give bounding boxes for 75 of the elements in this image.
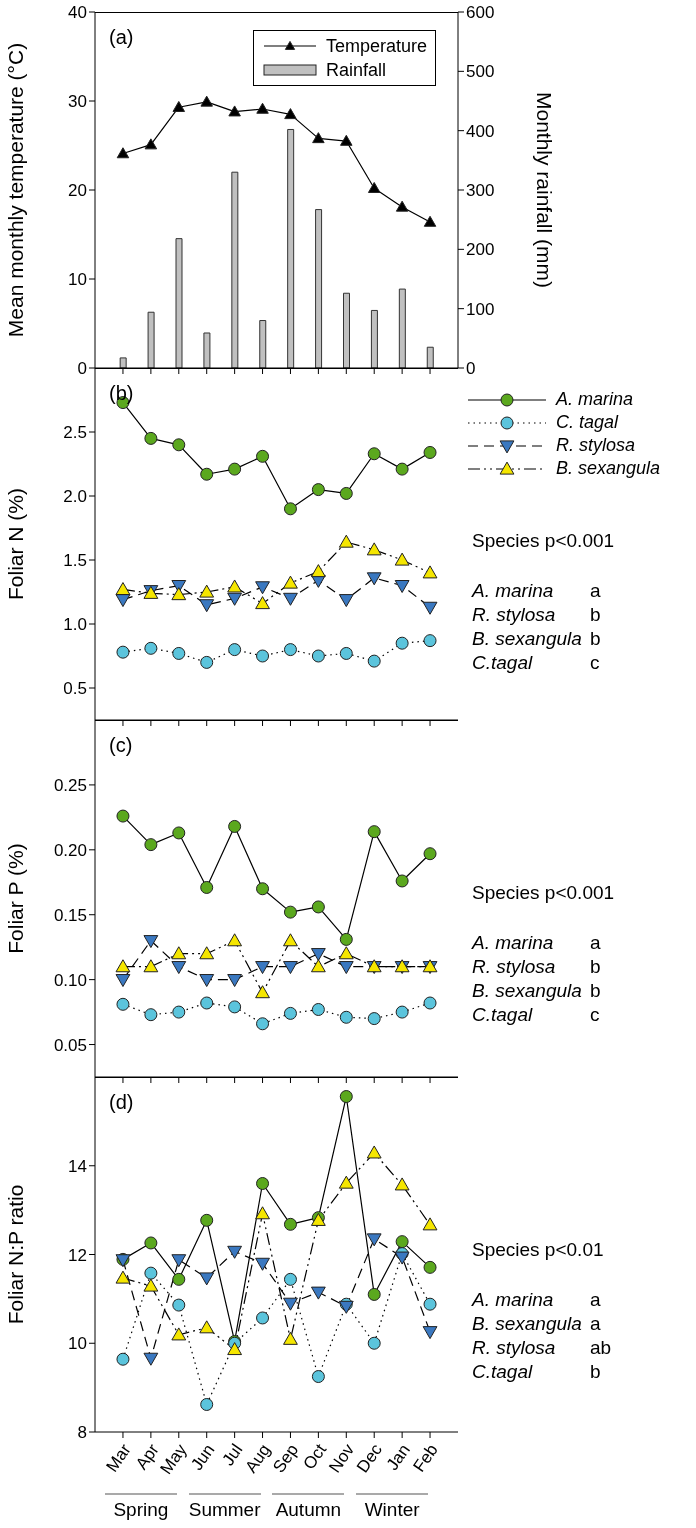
y-tick-label: 0.15 [53, 905, 87, 925]
annotation: (b) [109, 382, 134, 405]
y-tick-label: 0.25 [53, 775, 87, 795]
y2-tick-label: 200 [466, 240, 495, 260]
y2-tick-label: 600 [466, 3, 495, 23]
text: Species p<0.01 [472, 1239, 604, 1261]
legend-label: Temperature [326, 35, 428, 57]
text: c [590, 652, 600, 674]
text: b [590, 628, 601, 650]
annotation: (c) [109, 734, 133, 757]
text: a [590, 1313, 601, 1335]
x-tick-label: Jul [218, 1440, 247, 1470]
legend-label: B. sexangula [556, 458, 661, 479]
text: b [590, 604, 601, 626]
text: A. marina [472, 932, 554, 954]
y-tick-label: 0.10 [53, 970, 87, 990]
text: Species p<0.001 [472, 530, 615, 552]
y-tick-label: 8 [77, 1423, 87, 1443]
annotation: (d) [109, 1091, 134, 1114]
text: Spring [113, 1499, 169, 1520]
x-tick-label: Jun [187, 1440, 219, 1474]
text: Winter [363, 1499, 421, 1521]
annotation: (a) [109, 26, 134, 49]
legend-label: A. marina [556, 389, 634, 410]
y-tick-label: 1.5 [63, 551, 87, 571]
text: a [590, 1289, 601, 1311]
y-tick-label: 12 [68, 1245, 87, 1265]
y-tick-label: 30 [68, 92, 87, 112]
y-tick-label: 0.20 [53, 840, 87, 860]
legend-label: C. tagal [556, 412, 619, 433]
y-tick-label: 10 [68, 1334, 87, 1354]
y2-tick-label: 500 [466, 62, 495, 82]
text: C.tagal [472, 1004, 533, 1026]
text: Species p<0.001 [472, 882, 615, 904]
text: A. marina [472, 580, 554, 602]
y2-tick-label: 300 [466, 181, 495, 201]
y-tick-label: 14 [68, 1156, 87, 1176]
y-axis-title: Foliar N (%) [4, 487, 28, 601]
text: C.tagal [472, 652, 533, 674]
y-axis-title: Foliar P (%) [4, 843, 28, 954]
text: c [590, 1004, 600, 1026]
y2-tick-label: 0 [466, 359, 476, 379]
y-axis-title: Foliar N:P ratio [4, 1184, 28, 1325]
y-tick-label: 2.0 [63, 487, 87, 507]
y-tick-label: 0.5 [63, 679, 87, 699]
text: a [590, 932, 601, 954]
y2-tick-label: 400 [466, 121, 495, 141]
y-tick-label: 2.5 [63, 423, 87, 443]
text: b [590, 956, 601, 978]
text: R. stylosa [472, 604, 556, 626]
text: B. sexangula [472, 980, 582, 1002]
y-tick-label: 40 [68, 3, 87, 23]
y2-tick-label: 100 [466, 299, 495, 319]
y-tick-label: 1.0 [63, 615, 87, 635]
text: a [590, 580, 601, 602]
y-tick-label: 20 [68, 181, 87, 201]
text: C.tagal [472, 1361, 533, 1383]
text: b [590, 1361, 601, 1383]
y2-axis-title: Monthly rainfall (mm) [532, 91, 556, 289]
text: A. marina [472, 1289, 554, 1311]
text: B. sexangula [472, 1313, 582, 1335]
legend-label: R. stylosa [556, 435, 636, 456]
text: Summer [187, 1499, 262, 1521]
text: B. sexangula [472, 628, 582, 650]
y-tick-label: 0 [77, 359, 87, 379]
x-tick-label: Mar [102, 1440, 135, 1476]
legend-label: Rainfall [326, 59, 387, 81]
text: ab [590, 1337, 612, 1359]
y-axis-title: Mean monthly temperature (°C) [4, 42, 28, 338]
text: Autumn [275, 1499, 342, 1520]
y-tick-label: 10 [68, 270, 87, 290]
text: R. stylosa [472, 1337, 556, 1359]
y-tick-label: 0.05 [53, 1035, 87, 1055]
text: b [590, 980, 601, 1002]
text: R. stylosa [472, 956, 556, 978]
